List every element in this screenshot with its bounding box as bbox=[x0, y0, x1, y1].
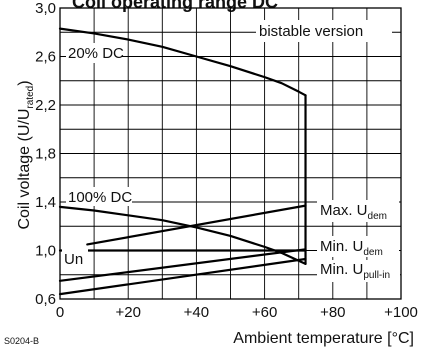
y-tick-label: 1,0 bbox=[35, 243, 56, 260]
tick-labels: 0 +20 +40 +60 +80 +100 0,6 1,0 1,4 1,8 2,2 2,6 3,0 bbox=[35, 0, 418, 321]
label-20dc: 20% DC bbox=[68, 45, 124, 62]
chart-title: Coil operating range DC bbox=[72, 0, 278, 12]
x-tick-label: +80 bbox=[320, 304, 345, 321]
label-bg-un bbox=[62, 249, 88, 268]
y-tick-label: 2,2 bbox=[35, 97, 56, 114]
x-tick-label: +100 bbox=[384, 304, 418, 321]
series-20-dc-line bbox=[58, 27, 307, 97]
x-tick-label: +20 bbox=[115, 304, 140, 321]
series-layer bbox=[58, 27, 307, 296]
series-min-u-dem-line bbox=[58, 248, 307, 282]
series-max-u-dem-line bbox=[86, 204, 307, 246]
label-max-udem: Max. Udem bbox=[320, 202, 387, 222]
label-bistable: bistable version bbox=[259, 23, 363, 40]
label-min-upullin: Min. Upull-in bbox=[320, 261, 390, 281]
label-min-upullin-main: Min. U bbox=[320, 261, 363, 278]
y-tick-label: 2,6 bbox=[35, 49, 56, 66]
label-bg-20dc bbox=[66, 43, 122, 63]
y-tick-label: 1,4 bbox=[35, 194, 56, 211]
x-tick-label: 0 bbox=[56, 304, 64, 321]
label-min-udem-main: Min. U bbox=[320, 238, 363, 255]
label-max-udem-main: Max. U bbox=[320, 202, 368, 219]
label-100dc: 100% DC bbox=[68, 189, 132, 206]
y-tick-label: 1,8 bbox=[35, 146, 56, 163]
series-100-dc-line bbox=[58, 205, 307, 265]
label-bg-max-udem bbox=[317, 200, 399, 222]
series-min-u-pull-in-line bbox=[58, 257, 307, 296]
label-bg-bistable bbox=[256, 20, 392, 42]
y-axis-label-main: Coil voltage (U/U bbox=[16, 109, 33, 230]
label-min-udem: Min. Udem bbox=[320, 238, 383, 258]
label-un: Un bbox=[64, 251, 83, 268]
label-bg-min-udem bbox=[317, 236, 399, 257]
x-tick-label: +60 bbox=[252, 304, 277, 321]
x-tick-label: +40 bbox=[184, 304, 209, 321]
figure-code: S0204-B bbox=[4, 336, 39, 346]
y-axis-label: Coil voltage (U/Urated) bbox=[16, 80, 36, 229]
label-min-udem-sub: dem bbox=[363, 247, 382, 258]
y-tick-label: 0,6 bbox=[35, 291, 56, 308]
x-axis-label: Ambient temperature [°C] bbox=[233, 330, 414, 347]
y-axis-label-sub: rated bbox=[25, 86, 36, 109]
y-tick-label: 3,0 bbox=[35, 0, 56, 17]
label-bg-100dc bbox=[66, 187, 132, 206]
plot-frame bbox=[59, 7, 402, 300]
label-bg-min-upullin bbox=[317, 260, 400, 282]
y-axis-label-close: ) bbox=[16, 80, 33, 85]
label-max-udem-sub: dem bbox=[368, 211, 387, 222]
label-min-upullin-sub: pull-in bbox=[363, 270, 390, 281]
